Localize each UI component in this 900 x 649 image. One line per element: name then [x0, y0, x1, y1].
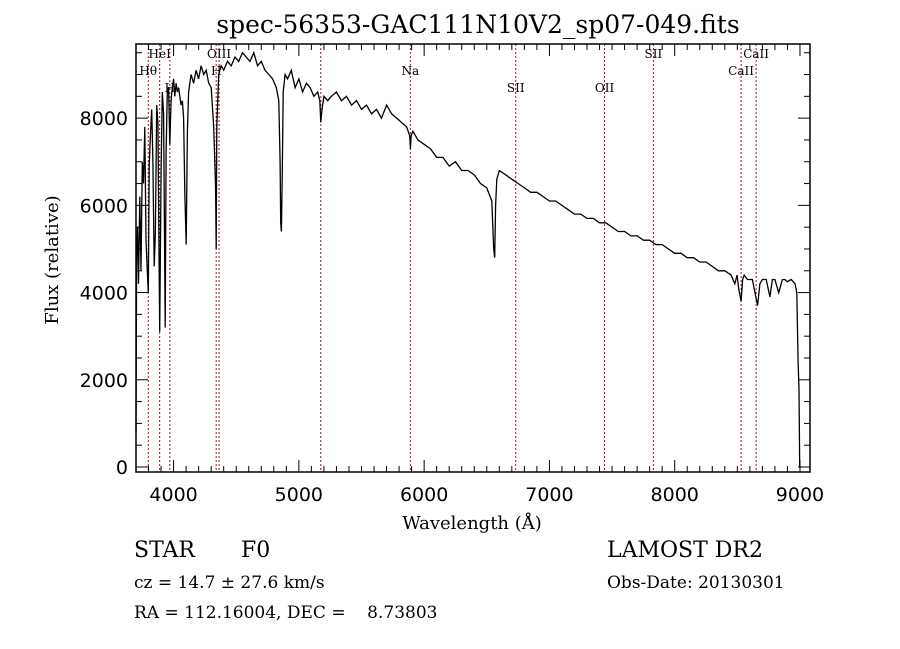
- y-axis-label: Flux (relative): [42, 195, 63, 324]
- x-tick-label: 4000: [149, 484, 197, 506]
- spectral-line-label: OII: [595, 81, 615, 95]
- object-class: STAR: [134, 538, 195, 563]
- spectrum-line: [135, 50, 802, 468]
- x-tick-label: 5000: [275, 484, 323, 506]
- spectral-line-label: HeI: [149, 47, 172, 61]
- axis-ticks: 4000 5000 6000 7000 8000 9000 0 2000 4000 6000 800…: [80, 44, 824, 506]
- spectral-line-label: CaII: [743, 47, 769, 61]
- spectral-line-label: OIII: [207, 47, 231, 61]
- spectral-lines: Hθ HeI H H OIII Na SII OII SII CaII CaII: [139, 44, 769, 472]
- spectral-line-label: CaII: [728, 64, 754, 78]
- coordinates-text: RA = 112.16004, DEC = 8.73803: [134, 603, 438, 623]
- redshift-text: cz = 14.7 ± 27.6 km/s: [134, 573, 325, 593]
- spectral-line-label: H: [211, 64, 221, 78]
- survey-name: LAMOST DR2: [607, 538, 763, 563]
- y-tick-label: 2000: [80, 370, 128, 392]
- plot-frame: [135, 43, 811, 473]
- chart-title: spec-56353-GAC111N10V2_sp07-049.fits: [216, 10, 739, 39]
- x-tick-label: 8000: [651, 484, 699, 506]
- x-tick-label: 9000: [776, 484, 824, 506]
- y-tick-label: 0: [116, 457, 128, 479]
- y-tick-label: 6000: [80, 195, 128, 217]
- spectral-line-label: Hθ: [139, 64, 157, 78]
- object-subclass: F0: [241, 538, 271, 563]
- series-layer: [135, 50, 802, 468]
- spectral-line-label: H: [165, 81, 175, 95]
- spectral-line-label: Na: [402, 64, 420, 78]
- x-axis-label: Wavelength (Å): [402, 512, 542, 534]
- x-tick-label: 6000: [400, 484, 448, 506]
- y-tick-label: 4000: [80, 283, 128, 305]
- spectral-line-label: SII: [645, 47, 663, 61]
- obs-date: Obs-Date: 20130301: [607, 573, 785, 593]
- x-tick-label: 7000: [525, 484, 573, 506]
- y-tick-label: 8000: [80, 108, 128, 130]
- spectral-line-label: SII: [507, 81, 525, 95]
